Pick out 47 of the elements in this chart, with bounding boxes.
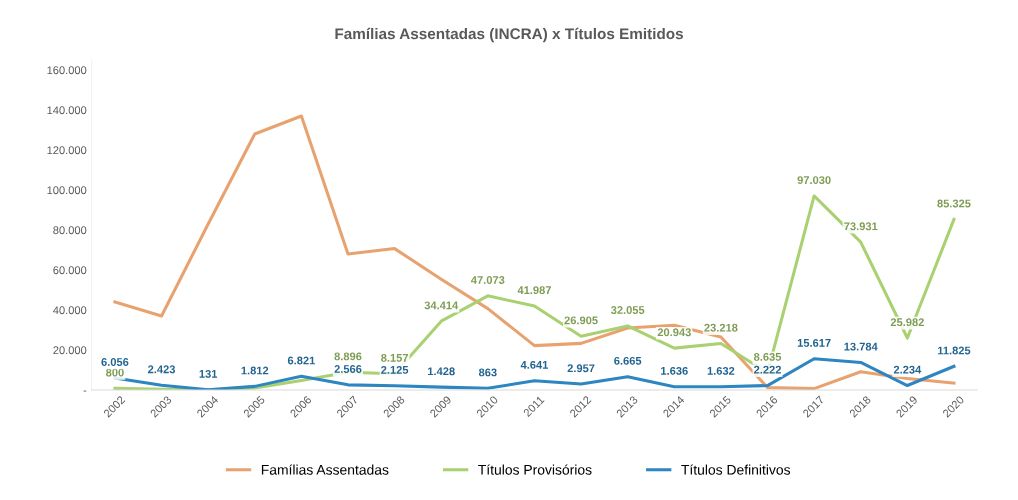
legend-label: Títulos Provisórios bbox=[478, 464, 592, 475]
data-label: 97.030 bbox=[797, 176, 831, 185]
data-label: 6.821 bbox=[287, 356, 315, 365]
data-label: 1.812 bbox=[241, 366, 269, 375]
y-tick-label: 20.000 bbox=[53, 346, 87, 355]
data-label: 1.636 bbox=[661, 366, 688, 375]
data-label: 2.125 bbox=[381, 365, 409, 374]
data-label: 85.325 bbox=[937, 199, 971, 208]
y-tick-label: 80.000 bbox=[53, 226, 87, 235]
y-tick-label: 120.000 bbox=[47, 146, 87, 155]
data-label: 8.157 bbox=[381, 353, 409, 362]
data-label: 1.632 bbox=[707, 366, 735, 375]
legend-label: Títulos Definitivos bbox=[681, 464, 791, 475]
data-label: 6.056 bbox=[101, 358, 129, 366]
data-label: 15.617 bbox=[797, 338, 831, 347]
data-label: 4.641 bbox=[520, 360, 549, 369]
data-label: 20.943 bbox=[657, 328, 691, 337]
y-tick-label: 100.000 bbox=[47, 186, 87, 195]
data-label: 2.234 bbox=[893, 365, 922, 374]
data-label: 8.896 bbox=[334, 352, 362, 361]
y-tick-label: - bbox=[83, 390, 87, 392]
data-label: 1.428 bbox=[428, 367, 455, 376]
data-label: 2.566 bbox=[334, 365, 362, 373]
data-label: 25.982 bbox=[890, 318, 924, 327]
data-label: 73.931 bbox=[844, 222, 878, 231]
data-label: 26.905 bbox=[564, 316, 598, 325]
data-label: 8.635 bbox=[753, 352, 782, 361]
data-label: 11.825 bbox=[937, 346, 971, 355]
data-label: 34.414 bbox=[424, 301, 459, 310]
y-tick-label: 140.000 bbox=[47, 106, 87, 115]
data-label: 2.957 bbox=[567, 364, 595, 373]
y-tick-label: 160.000 bbox=[47, 66, 87, 75]
data-label: 47.073 bbox=[471, 276, 505, 284]
chart-title: Famílias Assentadas (INCRA) x Títulos Emitidos bbox=[335, 27, 683, 43]
data-label: 41.987 bbox=[517, 286, 551, 295]
data-label: 131 bbox=[199, 369, 218, 378]
data-label: 32.055 bbox=[610, 306, 645, 314]
y-tick-label: 60.000 bbox=[53, 266, 87, 275]
data-label: 2.423 bbox=[148, 365, 176, 374]
data-label: 6.665 bbox=[614, 356, 642, 365]
legend-label: Famílias Assentadas bbox=[261, 464, 389, 475]
data-label: 2.222 bbox=[754, 365, 781, 374]
data-label: 23.218 bbox=[704, 323, 738, 332]
data-label: 13.784 bbox=[844, 342, 878, 351]
data-label: 800 bbox=[106, 368, 124, 377]
y-tick-label: 40.000 bbox=[53, 306, 87, 315]
data-label: 863 bbox=[478, 368, 497, 377]
